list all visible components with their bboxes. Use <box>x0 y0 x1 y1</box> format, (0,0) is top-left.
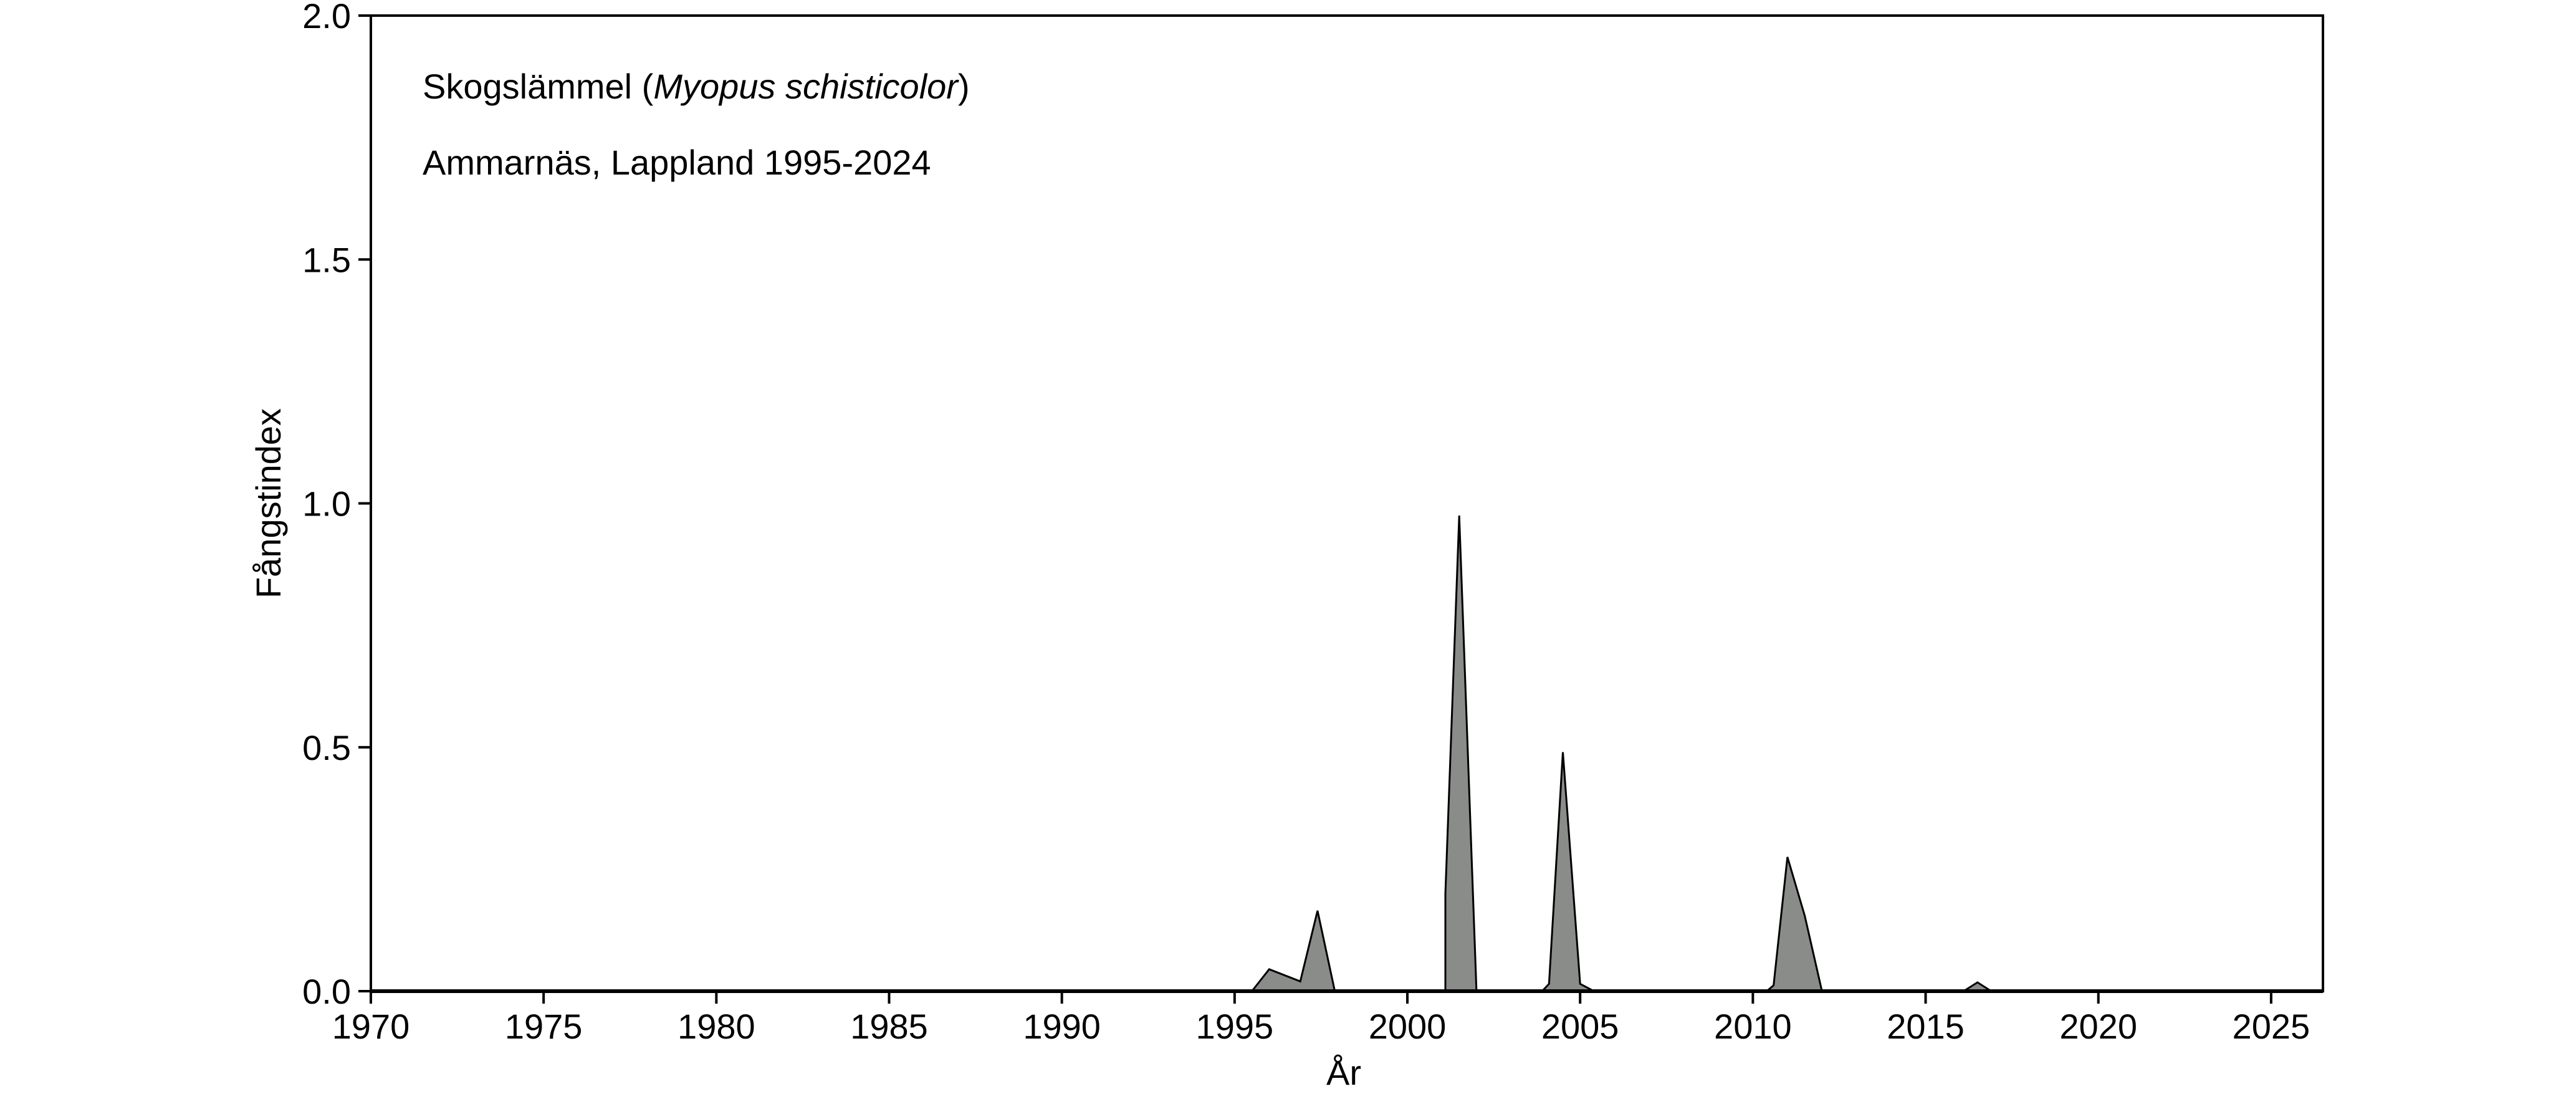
x-tick-label: 2020 <box>2059 1007 2137 1046</box>
y-axis: 0.0 0.5 1.0 1.5 2.0 <box>302 0 371 1011</box>
y-tick-label: 1.5 <box>302 240 351 279</box>
species-name-prefix: Skogslämmel ( <box>423 67 654 106</box>
area-series <box>1250 516 1994 992</box>
x-tick-label: 2000 <box>1369 1007 1447 1046</box>
y-tick-label: 1.0 <box>302 484 351 524</box>
y-axis-title: Fångstindex <box>249 408 288 598</box>
x-tick-label: 1970 <box>332 1007 410 1046</box>
x-tick-label: 1980 <box>678 1007 755 1046</box>
species-annotation: Skogslämmel (Myopus schisticolor) <box>423 67 970 106</box>
y-tick-label: 0.0 <box>302 972 351 1011</box>
x-tick-label: 2025 <box>2233 1007 2310 1046</box>
x-tick-label: 2005 <box>1541 1007 1619 1046</box>
species-name-suffix: ) <box>958 67 970 106</box>
x-tick-label: 1995 <box>1196 1007 1274 1046</box>
x-tick-label: 1985 <box>850 1007 928 1046</box>
x-tick-label: 2015 <box>1887 1007 1965 1046</box>
x-tick-label: 1975 <box>505 1007 583 1046</box>
y-tick-label: 0.5 <box>302 728 351 767</box>
species-latin-name: Myopus schisticolor <box>653 67 959 106</box>
x-axis: 1970 1975 1980 1985 1990 1995 2000 2005 2010 2015… <box>332 989 2323 1046</box>
x-axis-title: År <box>1326 1053 1361 1092</box>
x-tick-label: 1990 <box>1023 1007 1101 1046</box>
location-annotation: Ammarnäs, Lappland 1995-2024 <box>423 143 931 182</box>
y-tick-label: 2.0 <box>302 0 351 36</box>
area-series-0 <box>1250 516 1994 992</box>
x-tick-label: 2010 <box>1714 1007 1792 1046</box>
